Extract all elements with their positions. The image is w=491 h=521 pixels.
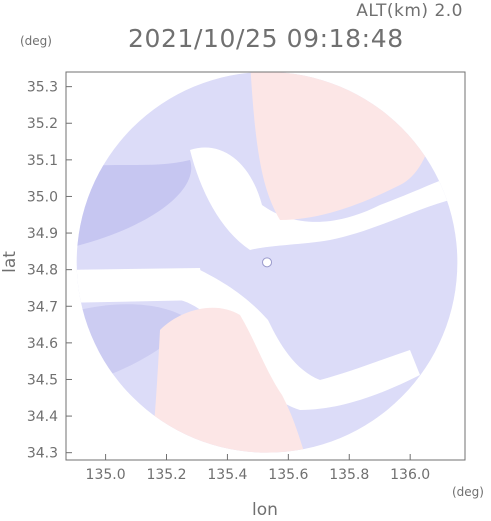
x-tick-label: 135.0 [86,467,126,483]
neutral-band [190,147,458,250]
y-unit-label: (deg) [20,34,52,48]
neutral-band [180,270,420,410]
chart-title: 2021/10/25 09:18:48 [128,24,404,53]
y-tick-label: 35.1 [27,153,58,169]
y-axis: 34.3 34.4 34.5 34.6 34.7 34.8 34.9 35.0 35.1 35.2… [27,80,72,462]
x-tick-label: 135.6 [268,467,308,483]
x-tick-label: 135.8 [329,467,369,483]
plot-frame [65,71,466,461]
no-data-region [76,268,205,303]
altitude-label: ALT(km) 2.0 [356,1,463,21]
y-tick-label: 34.4 [27,409,58,425]
y-tick-label: 35.3 [27,80,58,96]
x-tick-label: 136.0 [390,467,430,483]
radar-site-marker [262,257,273,268]
positive-strong-cell [337,75,345,83]
x-axis-label: lon [252,500,278,520]
positive-region-south [150,307,310,453]
y-tick-label: 34.5 [27,372,58,388]
y-tick-label: 35.0 [27,189,58,205]
x-tick-label: 135.4 [207,467,247,483]
y-tick-label: 35.2 [27,116,58,132]
y-tick-label: 34.6 [27,336,58,352]
y-tick-label: 34.3 [27,446,58,462]
x-axis: 135.0 135.2 135.4 135.6 135.8 136.0 [86,454,430,483]
y-axis-label: lat [0,251,20,273]
y-tick-label: 34.7 [27,299,58,315]
y-tick-label: 34.8 [27,263,58,279]
y-tick-label: 34.9 [27,226,58,242]
x-tick-label: 135.2 [146,467,186,483]
x-unit-label: (deg) [452,485,484,499]
